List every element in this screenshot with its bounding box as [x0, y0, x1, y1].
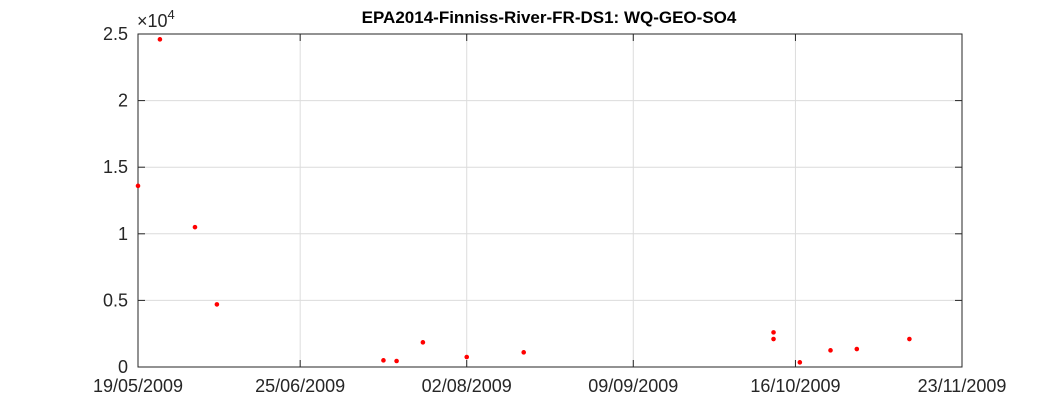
x-tick-label: 23/11/2009	[918, 376, 1007, 396]
y-tick-label: 0	[118, 357, 128, 377]
svg-text:×104: ×104	[137, 7, 175, 31]
data-point	[521, 350, 527, 355]
grid-lines	[138, 34, 962, 367]
data-point	[381, 358, 386, 363]
x-tick-label: 09/09/2009	[588, 376, 678, 396]
data-point	[797, 360, 803, 365]
y-tick-label: 0.5	[103, 290, 128, 310]
y-tick-label: 1	[118, 224, 128, 244]
y-tick-label: 1.5	[103, 157, 128, 177]
y-tick-label: 2.5	[103, 24, 128, 44]
chart-title: EPA2014-Finniss-River-FR-DS1: WQ-GEO-SO4	[362, 8, 737, 27]
y-axis-exponent-label: ×104	[137, 7, 175, 31]
data-point	[135, 183, 141, 189]
data-point	[464, 354, 470, 360]
y-tick-label: 2	[118, 91, 128, 111]
data-point	[394, 358, 399, 364]
data-point	[771, 336, 776, 342]
axis-ticks	[137, 33, 963, 368]
data-point	[157, 37, 163, 42]
exponent-base: ×10	[137, 11, 168, 31]
x-tick-label: 02/08/2009	[422, 376, 512, 396]
data-point	[192, 224, 198, 230]
data-point	[828, 348, 833, 353]
x-tick-label: 16/10/2009	[750, 376, 840, 396]
data-point	[907, 336, 912, 342]
data-point	[420, 340, 426, 345]
x-tick-label: 19/05/2009	[93, 376, 183, 396]
exponent-power: 4	[168, 7, 175, 22]
data-points	[135, 37, 912, 365]
plot-area	[137, 33, 963, 368]
x-tick-label: 25/06/2009	[255, 376, 345, 396]
data-point	[854, 346, 860, 352]
data-point	[771, 330, 776, 335]
tick-labels: 19/05/2009 25/06/2009 02/08/2009 09/09/2009…	[93, 24, 1006, 396]
data-point	[214, 302, 220, 307]
